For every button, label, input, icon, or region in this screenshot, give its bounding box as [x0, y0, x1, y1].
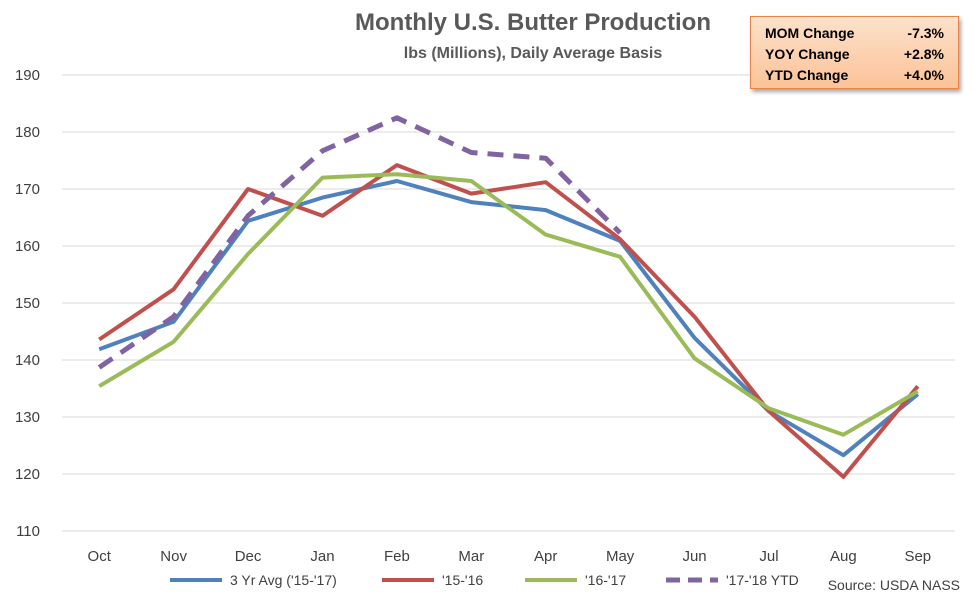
- y-tick-label: 120: [15, 466, 40, 483]
- x-tick-label: Aug: [830, 548, 857, 565]
- summary-label: YTD Change: [765, 67, 849, 83]
- legend-label: '15-'16: [442, 572, 483, 588]
- x-axis-ticks: Oct Nov Dec Jan Feb Mar Apr May Jun Jul Aug Sep: [88, 548, 932, 565]
- summary-value: +4.0%: [903, 67, 944, 83]
- y-axis-ticks: 110 120 130 140 150 160 170 180 190: [15, 67, 40, 540]
- y-tick-label: 190: [15, 67, 40, 84]
- series-line: [97, 115, 622, 370]
- summary-row-ytd: YTD Change +4.0%: [765, 65, 944, 86]
- summary-label: MOM Change: [765, 25, 855, 41]
- x-tick-label: Jun: [682, 548, 706, 565]
- x-tick-label: Jan: [310, 548, 334, 565]
- x-tick-label: Oct: [88, 548, 112, 565]
- y-tick-label: 110: [16, 523, 40, 540]
- series-lines: [97, 115, 920, 479]
- summary-label: YOY Change: [765, 46, 850, 62]
- source-note: Source: USDA NASS: [828, 577, 960, 593]
- summary-row-yoy: YOY Change +2.8%: [765, 44, 944, 65]
- x-tick-label: May: [606, 548, 635, 565]
- x-tick-label: Nov: [160, 548, 187, 565]
- series-line: [98, 172, 919, 437]
- gridlines: [62, 74, 955, 532]
- y-tick-label: 130: [15, 409, 40, 426]
- y-tick-label: 180: [15, 124, 40, 141]
- chart-title: Monthly U.S. Butter Production: [355, 9, 711, 36]
- summary-value: +2.8%: [903, 46, 944, 62]
- x-tick-label: Dec: [235, 548, 262, 565]
- y-tick-label: 160: [15, 238, 40, 255]
- summary-value: -7.3%: [907, 25, 944, 41]
- x-tick-label: Apr: [534, 548, 557, 565]
- y-tick-label: 170: [15, 181, 40, 198]
- summary-box: MOM Change -7.3% YOY Change +2.8% YTD Ch…: [750, 16, 959, 89]
- x-tick-label: Mar: [458, 548, 484, 565]
- legend-label: '17-'18 YTD: [726, 572, 799, 588]
- y-tick-label: 150: [15, 295, 40, 312]
- series-line: [98, 163, 920, 479]
- x-tick-label: Sep: [904, 548, 931, 565]
- x-tick-label: Feb: [384, 548, 410, 565]
- x-tick-label: Jul: [759, 548, 778, 565]
- summary-row-mom: MOM Change -7.3%: [765, 23, 944, 44]
- legend-label: '16-'17: [585, 572, 626, 588]
- chart-subtitle: lbs (Millions), Daily Average Basis: [404, 45, 663, 62]
- y-tick-label: 140: [15, 352, 40, 369]
- legend: 3 Yr Avg ('15-'17) '15-'16 '16-'17 '17-'18 …: [170, 572, 799, 588]
- legend-label: 3 Yr Avg ('15-'17): [230, 572, 337, 588]
